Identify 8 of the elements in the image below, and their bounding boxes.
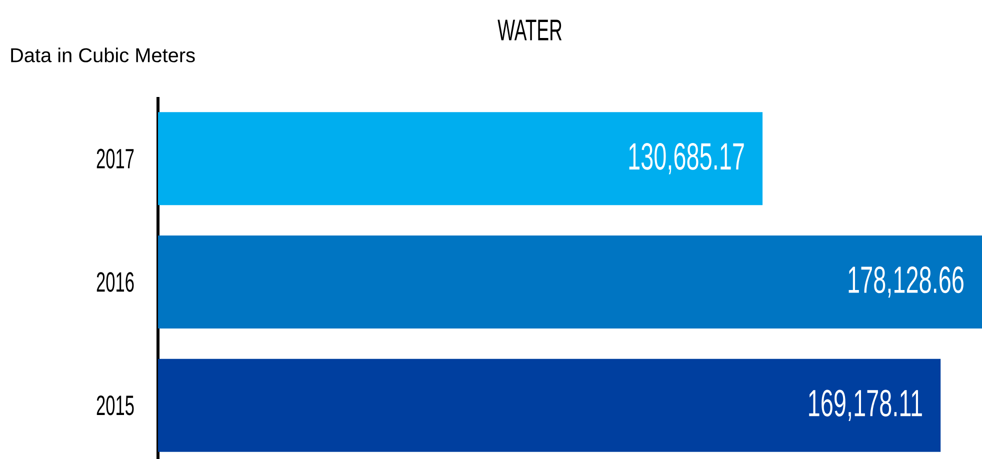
data-label: 169,178.11: [809, 390, 922, 421]
data-label: 178,128.66: [848, 266, 964, 298]
y-tick-label: 2016: [96, 272, 134, 292]
y-tick-label: 2017: [96, 148, 134, 169]
y-tick-label: 2015: [96, 395, 134, 416]
chart-subtitle: Data in Cubic Meters: [11, 48, 195, 62]
chart-title: WATER: [498, 20, 562, 40]
data-label: 130,685.17: [629, 143, 744, 174]
